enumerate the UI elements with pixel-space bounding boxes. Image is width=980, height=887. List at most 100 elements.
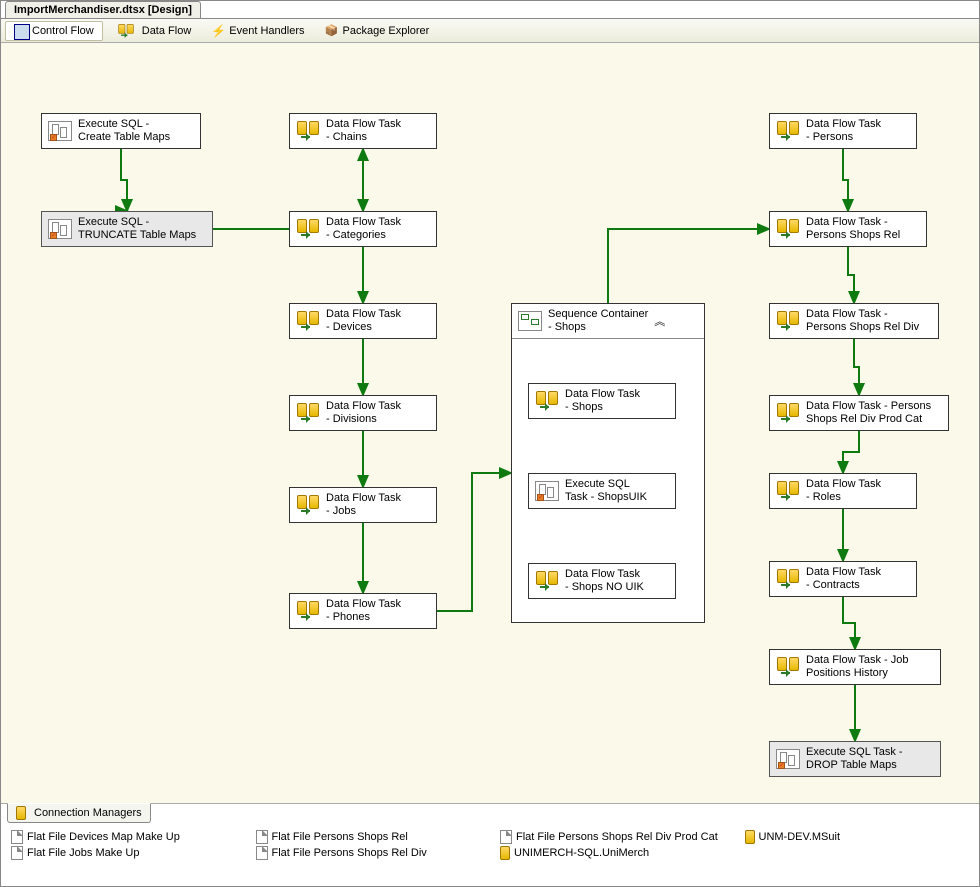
task-shops[interactable]: Data Flow Task- Shops [528,383,676,419]
task-psrd[interactable]: Data Flow Task -Persons Shops Rel Div [769,303,939,339]
window-tabbar: ImportMerchandiser.dtsx [Design] [1,1,979,19]
task-divs[interactable]: Data Flow Task- Divisions [289,395,437,431]
task-jph[interactable]: Data Flow Task - JobPositions History [769,649,941,685]
data-flow-icon [535,571,559,591]
connection-label: Flat File Persons Shops Rel Div [272,847,427,859]
task-label: Data Flow Task- Phones [326,598,401,624]
connection-item[interactable]: UNIMERCH-SQL.UniMerch [500,846,725,860]
task-phones[interactable]: Data Flow Task- Phones [289,593,437,629]
data-flow-icon [776,481,800,501]
task-label: Execute SQL -Create Table Maps [78,118,170,144]
data-flow-icon [776,311,800,331]
collapse-icon[interactable]: ︽ [654,313,665,329]
connection-icon [16,806,30,820]
task-label: Data Flow Task -Persons Shops Rel Div [806,308,919,334]
task-roles[interactable]: Data Flow Task- Roles [769,473,917,509]
data-flow-icon [117,24,134,38]
task-label: Execute SQL -TRUNCATE Table Maps [78,216,196,242]
data-flow-icon [296,219,320,239]
task-psrdp[interactable]: Data Flow Task - PersonsShops Rel Div Pr… [769,395,949,431]
connection-item[interactable]: Flat File Devices Map Make Up [11,830,236,844]
task-label: Data Flow Task- Roles [806,478,881,504]
task-shopsuik[interactable]: Execute SQLTask - ShopsUIK [528,473,676,509]
connection-item[interactable]: UNM-DEV.MSuit [745,830,970,844]
task-label: Data Flow Task- Shops NO UIK [565,568,644,594]
task-trunc[interactable]: Execute SQL -TRUNCATE Table Maps [41,211,213,247]
execute-sql-icon [535,481,559,501]
flat-file-icon [11,846,23,860]
package-explorer-icon [325,24,339,38]
connection-label: Flat File Jobs Make Up [27,847,139,859]
flat-file-icon [500,830,512,844]
sequence-container-shops[interactable]: Sequence Container- Shops︽Data Flow Task… [511,303,705,623]
data-flow-icon [296,311,320,331]
tab-label: Event Handlers [229,25,304,37]
data-flow-icon [776,569,800,589]
task-label: Data Flow Task- Chains [326,118,401,144]
connection-managers-tab[interactable]: Connection Managers [7,803,151,823]
task-persons[interactable]: Data Flow Task- Persons [769,113,917,149]
tab-data-flow[interactable]: Data Flow [105,18,201,44]
task-label: Data Flow Task - JobPositions History [806,654,909,680]
connection-label: Flat File Persons Shops Rel Div Prod Cat [516,831,718,843]
task-label: Data Flow Task- Persons [806,118,881,144]
designer-window: ImportMerchandiser.dtsx [Design] Control… [0,0,980,887]
tab-label: Package Explorer [343,25,430,37]
event-handlers-icon [211,24,225,38]
tab-control-flow[interactable]: Control Flow [5,21,103,41]
flat-file-icon [11,830,23,844]
tab-package-explorer[interactable]: Package Explorer [316,21,439,41]
task-cats[interactable]: Data Flow Task- Categories [289,211,437,247]
designer-tabs: Control Flow Data Flow Event Handlers Pa… [1,19,979,43]
connection-label: Flat File Devices Map Make Up [27,831,180,843]
execute-sql-icon [776,749,800,769]
connection-label: Flat File Persons Shops Rel [272,831,408,843]
container-body: Data Flow Task- ShopsExecute SQLTask - S… [512,339,704,359]
task-contracts[interactable]: Data Flow Task- Contracts [769,561,917,597]
tab-label: Control Flow [32,25,94,37]
task-chains[interactable]: Data Flow Task- Chains [289,113,437,149]
file-tab[interactable]: ImportMerchandiser.dtsx [Design] [5,1,201,18]
design-canvas[interactable]: Execute SQL -Create Table Maps Execute SQ… [1,43,979,803]
container-edges [512,339,704,359]
execute-sql-icon [48,121,72,141]
task-ctm[interactable]: Execute SQL -Create Table Maps [41,113,201,149]
data-flow-icon [296,403,320,423]
database-icon [745,830,755,844]
task-jobs[interactable]: Data Flow Task- Jobs [289,487,437,523]
task-label: Data Flow Task- Devices [326,308,401,334]
data-flow-icon [296,601,320,621]
connection-managers-panel: Connection Managers Flat File Devices Ma… [1,803,979,886]
database-icon [500,846,510,860]
tab-label: Data Flow [142,25,192,37]
data-flow-icon [296,121,320,141]
task-shopsnu[interactable]: Data Flow Task- Shops NO UIK [528,563,676,599]
connection-item[interactable]: Flat File Persons Shops Rel Div Prod Cat [500,830,725,844]
conn-panel-title: Connection Managers [34,807,142,819]
task-label: Data Flow Task- Contracts [806,566,881,592]
control-flow-icon [14,24,28,38]
connection-item[interactable]: Flat File Persons Shops Rel [256,830,481,844]
task-label: Data Flow Task - PersonsShops Rel Div Pr… [806,400,931,426]
connection-item[interactable]: Flat File Persons Shops Rel Div [256,846,481,860]
connection-item[interactable]: Flat File Jobs Make Up [11,846,236,860]
sequence-icon [518,311,542,331]
data-flow-icon [535,391,559,411]
tab-event-handlers[interactable]: Event Handlers [202,21,313,41]
task-dev[interactable]: Data Flow Task- Devices [289,303,437,339]
data-flow-icon [296,495,320,515]
task-drop[interactable]: Execute SQL Task -DROP Table Maps [769,741,941,777]
task-label: Execute SQL Task -DROP Table Maps [806,746,903,772]
connection-list: Flat File Devices Map Make Up Flat File P… [1,824,979,866]
task-psr[interactable]: Data Flow Task -Persons Shops Rel [769,211,927,247]
flat-file-icon [256,846,268,860]
task-label: Data Flow Task- Shops [565,388,640,414]
task-label: Data Flow Task- Divisions [326,400,401,426]
task-label: Data Flow Task- Categories [326,216,401,242]
flat-file-icon [256,830,268,844]
data-flow-icon [776,657,800,677]
data-flow-icon [776,121,800,141]
task-label: Data Flow Task -Persons Shops Rel [806,216,900,242]
execute-sql-icon [48,219,72,239]
data-flow-icon [776,403,800,423]
